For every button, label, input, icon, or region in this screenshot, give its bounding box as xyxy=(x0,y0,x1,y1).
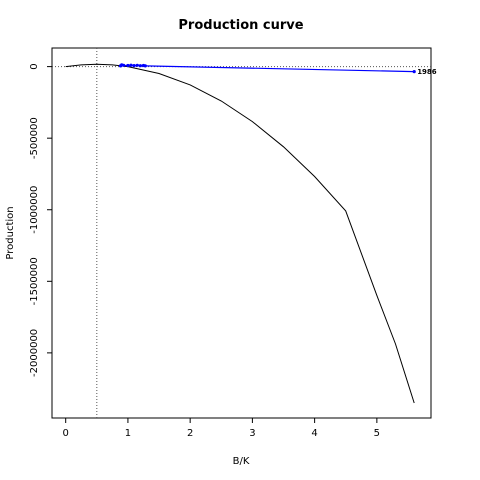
observed-point xyxy=(132,64,136,68)
observed-point xyxy=(129,63,133,67)
observed-point xyxy=(143,64,147,68)
x-tick-label: 0 xyxy=(63,428,69,439)
y-axis: 0 -500000 -1000000 -1500000 -2000000 xyxy=(29,63,52,377)
plot-frame xyxy=(51,47,432,419)
x-axis: 0 1 2 3 4 5 xyxy=(63,418,380,439)
year-label: 1986 xyxy=(417,68,437,76)
x-tick-label: 1 xyxy=(125,428,131,439)
observed-point xyxy=(122,63,126,67)
y-tick-label: -2000000 xyxy=(29,329,40,377)
production-curve-line xyxy=(65,63,415,404)
observed-point xyxy=(135,63,139,67)
x-tick-label: 3 xyxy=(249,428,255,439)
y-axis-label: Production xyxy=(5,206,16,259)
y-tick-label: -500000 xyxy=(29,117,40,159)
observed-trajectory-line xyxy=(120,64,415,73)
observed-point xyxy=(126,63,130,68)
y-tick-label: -1000000 xyxy=(29,186,40,234)
observed-point xyxy=(138,64,142,68)
x-tick-label: 2 xyxy=(187,428,193,439)
x-tick-label: 5 xyxy=(374,428,380,439)
x-tick-label: 4 xyxy=(311,428,317,439)
y-tick-label: -1500000 xyxy=(29,257,40,305)
plot-area: 1986 xyxy=(51,47,437,419)
chart-title: Production curve xyxy=(178,18,303,33)
observed-point xyxy=(412,70,416,74)
x-axis-label: B/K xyxy=(233,456,250,467)
y-tick-label: 0 xyxy=(29,63,40,69)
